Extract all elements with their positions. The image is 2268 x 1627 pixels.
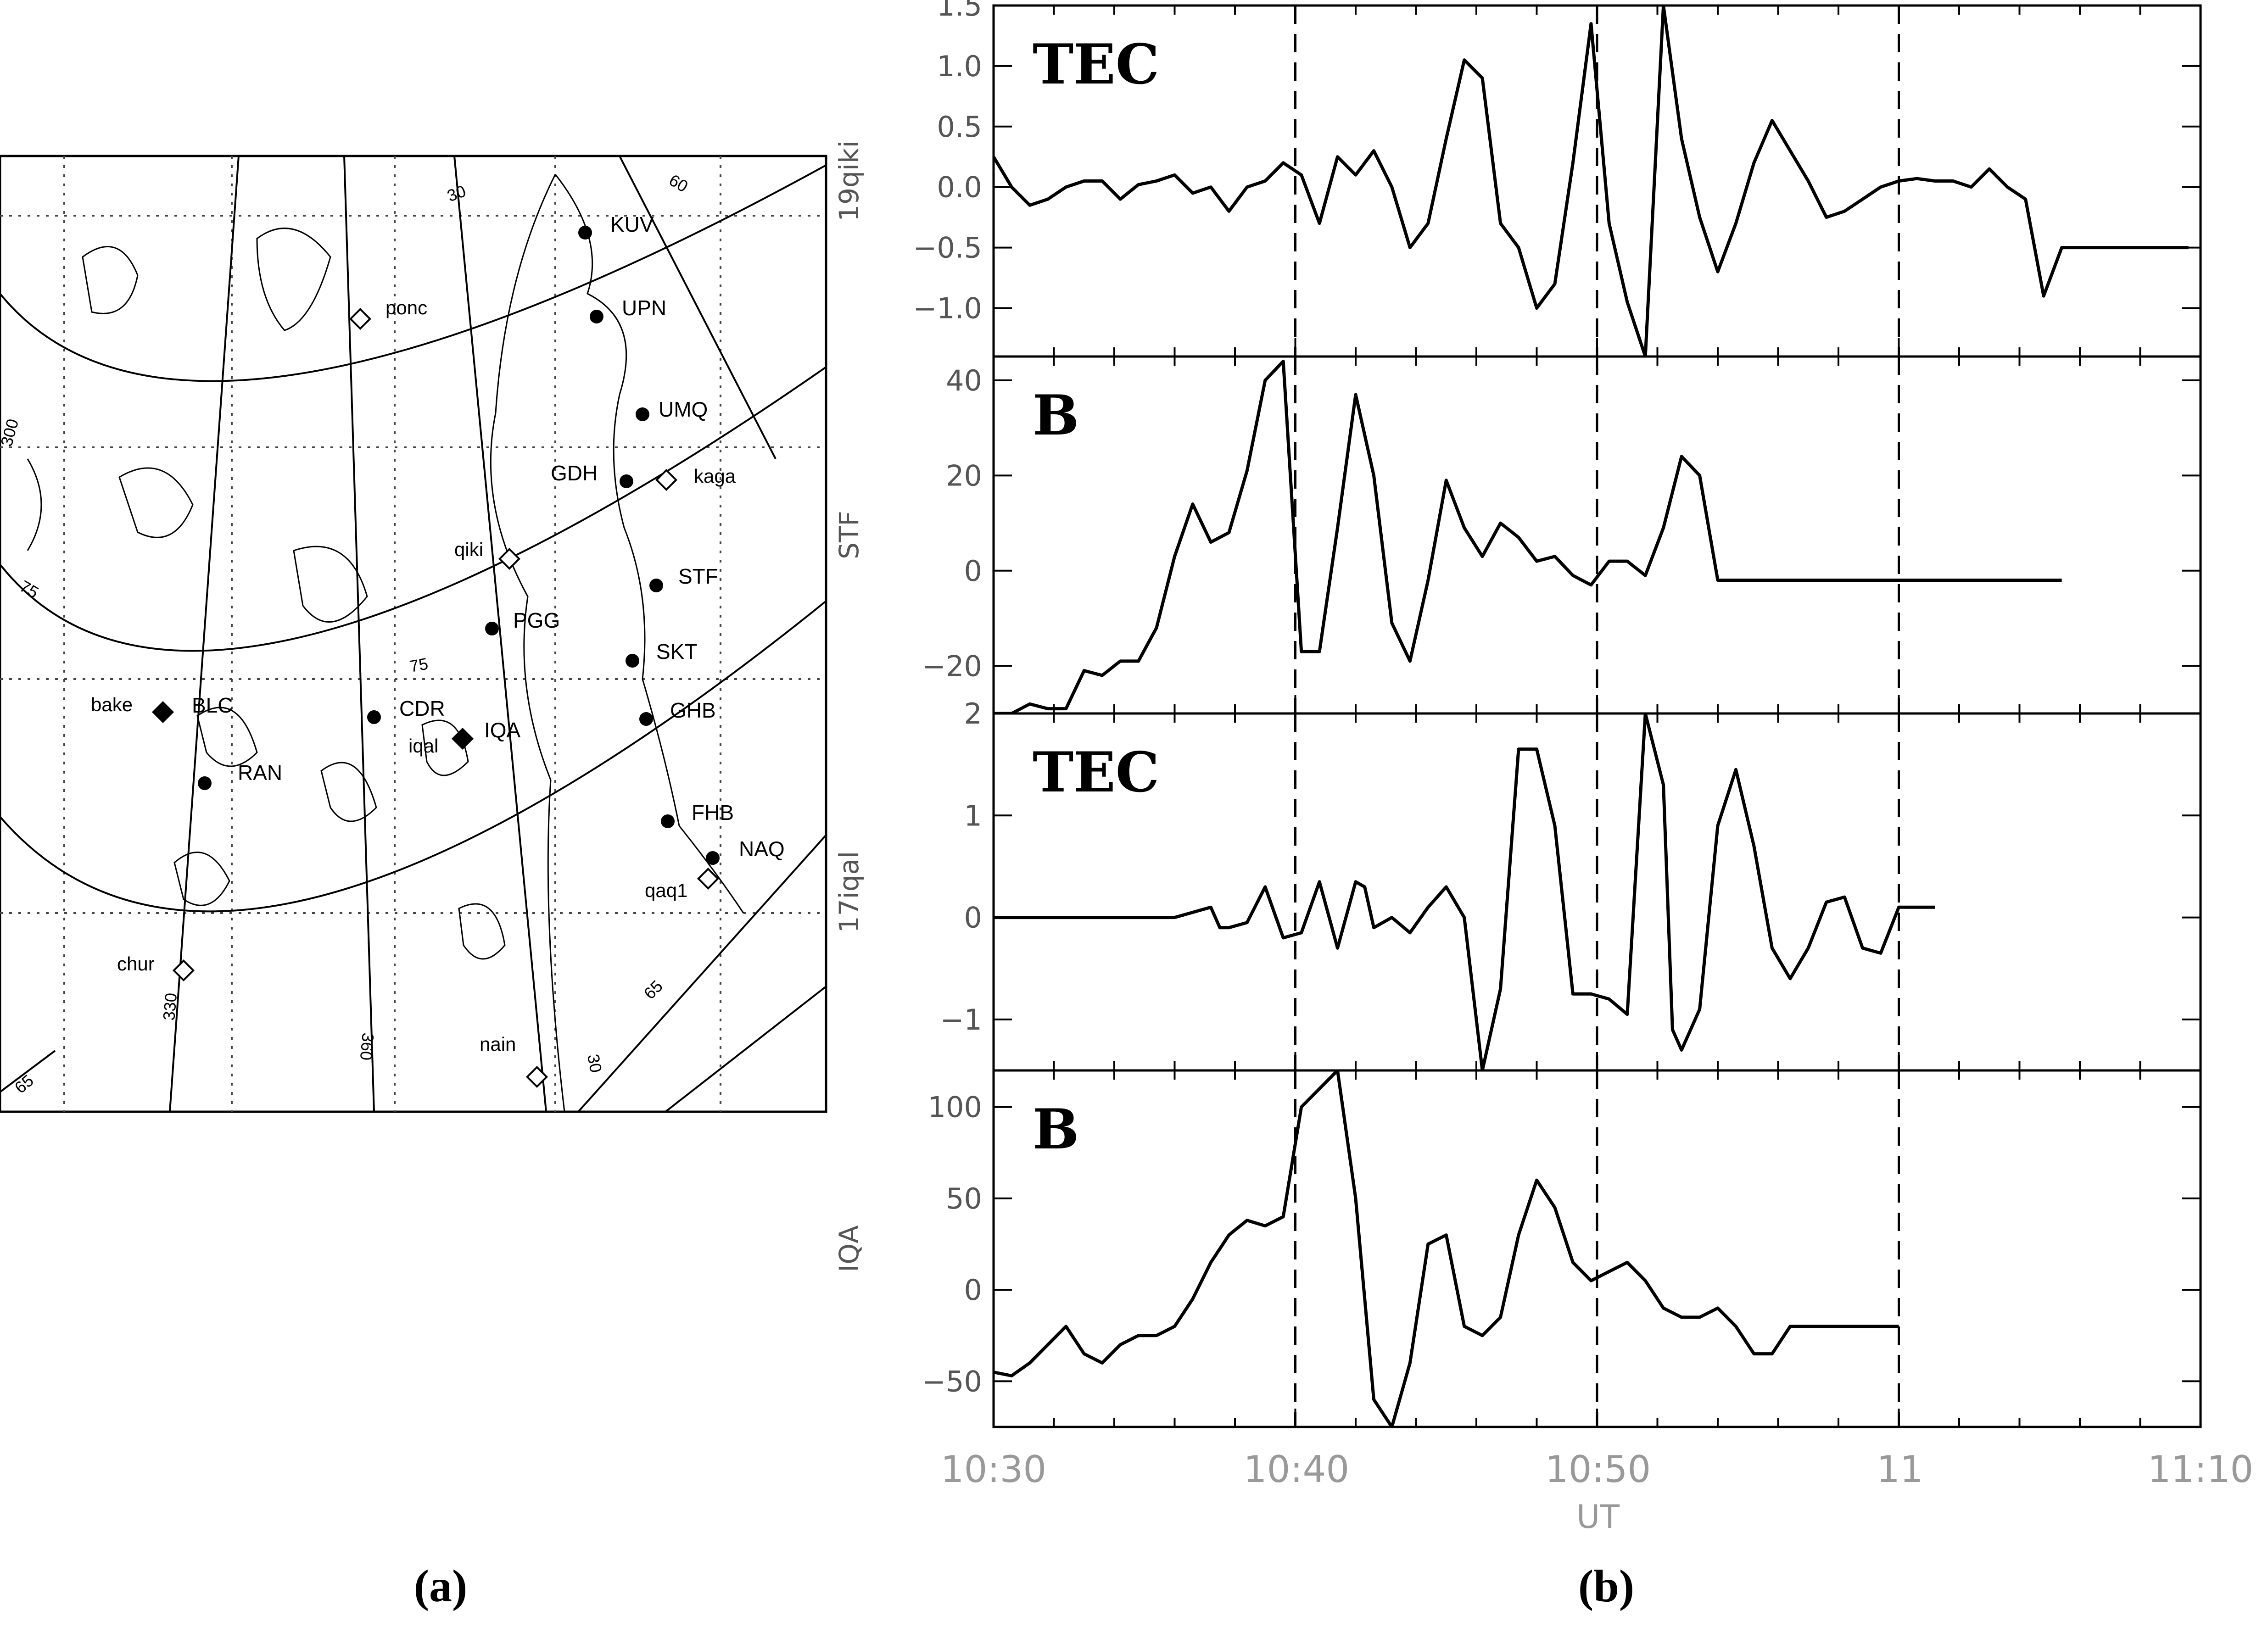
station-ghb-dot (639, 712, 653, 726)
station-fhb-label: FHB (692, 801, 734, 825)
map-gps-receivers: ponc kaga qiki bake iqal qaq1 chur nain (91, 297, 736, 1088)
y-tick-label: 0 (964, 554, 982, 588)
gps-kaga-label: kaga (694, 465, 736, 487)
gps-bake-marker (151, 701, 174, 724)
x-axis: 10:30 10:40 10:50 11 11:10 UT (941, 1448, 2254, 1536)
gps-iqal-marker (451, 727, 474, 750)
y-axis-title: STF (833, 511, 865, 559)
series-line (994, 359, 2062, 713)
panel-2: 40 20 0 −20 STF B (833, 355, 2202, 715)
station-gdh-label: GDH (551, 461, 598, 485)
contour-label: 360 (357, 1032, 378, 1061)
x-tick-label: 10:50 (1545, 1448, 1651, 1491)
gps-chur-marker (172, 959, 195, 982)
map-contours (0, 156, 827, 1113)
station-pgg-dot (485, 622, 499, 635)
panel-label: B (1033, 1097, 1079, 1162)
x-axis-title: UT (1576, 1498, 1620, 1536)
station-cdr-label: CDR (399, 696, 445, 720)
panel-label: B (1033, 383, 1079, 448)
y-tick-label: 0.5 (937, 110, 982, 144)
gps-qiki-label: qiki (454, 539, 483, 560)
timeseries-panels: 1.51.00.50.0−0.5−1.019qikiTEC40200−20STF… (833, 0, 2202, 1428)
y-tick-label: −0.5 (913, 231, 982, 265)
gps-nain-marker (525, 1065, 548, 1088)
gps-ponc-label: ponc (385, 297, 427, 318)
station-blc-label: BLC (192, 693, 233, 717)
station-kuv-dot (578, 226, 592, 240)
station-upn-label: UPN (622, 296, 666, 320)
map-grid (0, 156, 826, 1112)
y-tick-label: 100 (928, 1091, 982, 1124)
station-fhb-dot (661, 814, 675, 828)
station-umq-dot (636, 407, 649, 421)
station-ghb-label: GHB (670, 698, 716, 722)
station-kuv-label: KUV (610, 212, 654, 236)
panel-1: 1.5 1.0 0.5 0.0 −0.5 −1.0 19qiki TEC (833, 0, 2202, 358)
series-line (994, 1070, 1899, 1427)
contour-label: 30 (584, 1053, 605, 1074)
caption-a: (a) (414, 1560, 468, 1611)
gps-qaq1-label: qaq1 (645, 880, 687, 901)
x-tick-label: 11:10 (2148, 1448, 2254, 1491)
contour-label: 330 (159, 992, 180, 1021)
gps-qaq1-marker (697, 867, 720, 890)
y-axis-title: 17iqal (833, 851, 865, 933)
station-stf-label: STF (678, 564, 718, 588)
station-skt-label: SKT (656, 640, 697, 663)
station-upn-dot (590, 310, 603, 323)
station-iqa-label: IQA (484, 718, 521, 742)
y-tick-label: 2 (964, 697, 982, 730)
y-axis-title: 19qiki (833, 140, 865, 221)
y-tick-label: −1.0 (913, 291, 982, 325)
x-tick-label: 10:30 (941, 1448, 1047, 1491)
station-ran-dot (198, 776, 212, 790)
x-tick-label: 11 (1877, 1448, 1923, 1491)
station-naq-dot (706, 851, 720, 865)
panel-label: TEC (1033, 32, 1159, 97)
panel-4: 100 50 0 −50 IQA B (833, 1069, 2202, 1428)
y-tick-label: −50 (922, 1365, 982, 1398)
gps-nain-label: nain (480, 1033, 516, 1055)
series-line (994, 6, 2189, 357)
station-ran-label: RAN (238, 761, 282, 785)
y-axis-title: IQA (833, 1225, 865, 1272)
y-tick-label: −20 (922, 649, 982, 683)
gps-chur-label: chur (117, 953, 155, 975)
map-frame (0, 155, 827, 1113)
station-cdr-dot (367, 710, 381, 724)
panel-label: TEC (1033, 740, 1159, 805)
x-tick-label: 10:40 (1244, 1448, 1350, 1491)
gps-kaga-marker (655, 468, 678, 491)
y-tick-label: 1.0 (937, 50, 982, 83)
gps-bake-label: bake (91, 694, 133, 715)
y-tick-label: 0.0 (937, 171, 982, 204)
y-tick-label: 1.5 (937, 0, 982, 22)
gps-qiki-marker (498, 547, 521, 570)
y-tick-label: 0 (964, 901, 982, 935)
y-tick-label: 40 (946, 364, 982, 397)
caption-b: (b) (1578, 1560, 1634, 1611)
y-tick-label: 1 (964, 799, 982, 832)
contour-label: 75 (408, 654, 430, 676)
station-skt-dot (626, 654, 639, 668)
station-stf-dot (649, 579, 663, 592)
station-gdh-dot (620, 474, 633, 488)
station-pgg-label: PGG (513, 608, 560, 632)
panel-3: 2 1 0 −1 17iqal TEC (833, 697, 2202, 1072)
series-line (994, 713, 1935, 1070)
station-naq-label: NAQ (739, 837, 785, 861)
y-tick-label: 50 (946, 1182, 982, 1215)
gps-iqal-label: iqal (408, 735, 438, 757)
y-tick-label: 20 (946, 459, 982, 492)
map-panel: KUV UPN UMQ GDH STF PGG SKT GHB CDR BLC … (0, 155, 827, 1113)
y-tick-label: 0 (964, 1273, 982, 1307)
gps-ponc-marker (349, 307, 372, 330)
y-tick-label: −1 (940, 1003, 982, 1036)
station-umq-label: UMQ (659, 397, 708, 421)
map-coastlines (27, 174, 744, 1112)
